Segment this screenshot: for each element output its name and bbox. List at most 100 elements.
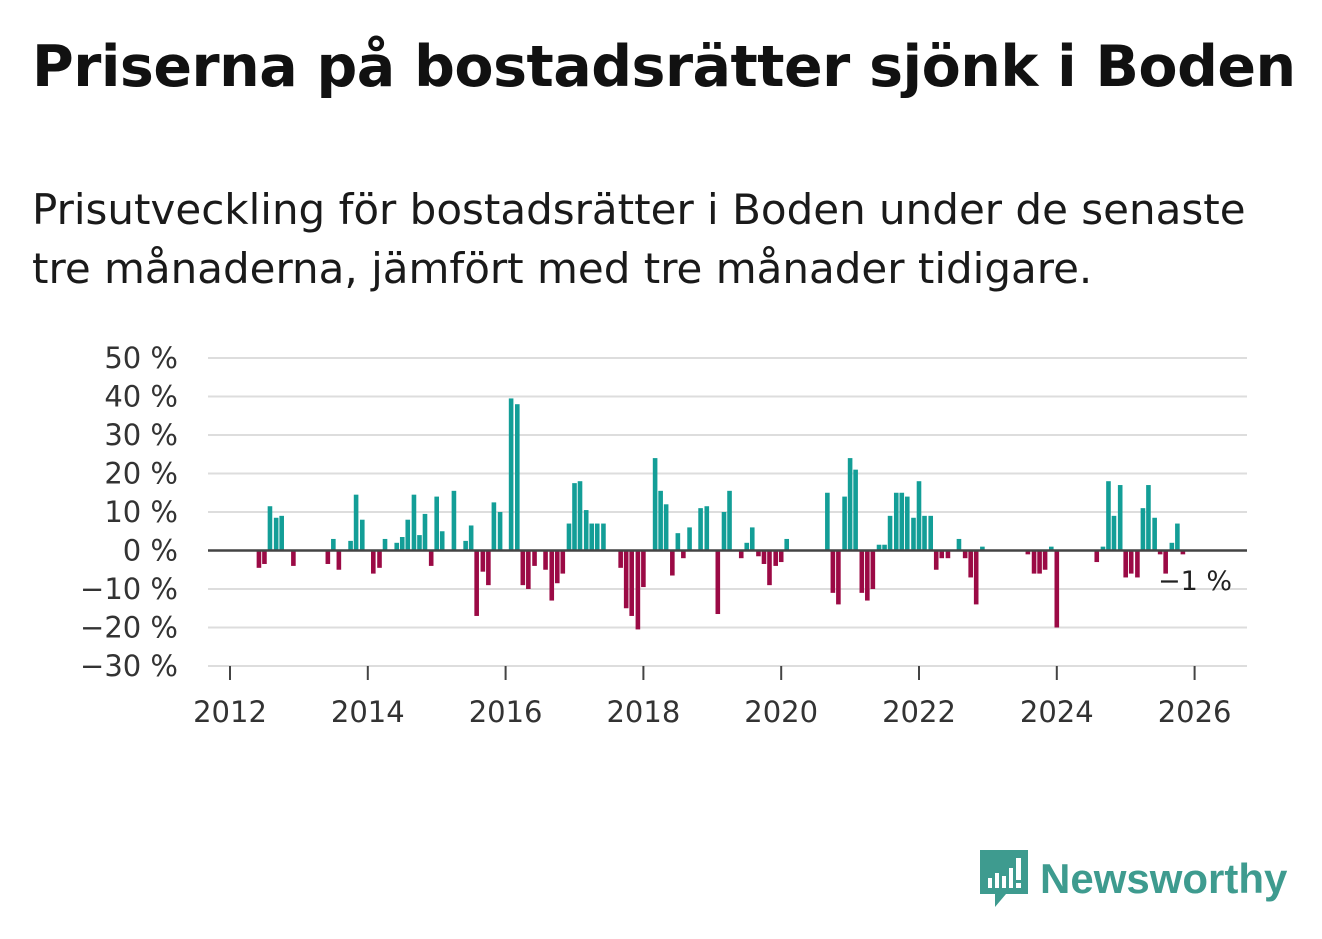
x-tick-label: 2018 [606, 695, 680, 729]
bar [744, 542, 750, 551]
y-tick-label: 40 % [104, 380, 178, 414]
x-axis-ticks: 2012 2014 2016 2018 2020 2022 2024 2026 [193, 666, 1232, 729]
bar [520, 550, 526, 586]
bar [767, 550, 772, 586]
bar [474, 550, 479, 616]
bar [405, 519, 411, 551]
bar [279, 515, 284, 551]
bar [1157, 550, 1163, 555]
bar [1111, 515, 1117, 551]
bar [1135, 550, 1140, 578]
bar [1054, 550, 1060, 628]
bar [417, 535, 422, 551]
bar [756, 550, 761, 557]
bar [331, 538, 336, 551]
bar [428, 550, 434, 566]
bar [371, 550, 376, 574]
bar [1180, 550, 1186, 555]
bar [916, 481, 922, 551]
bar [887, 515, 893, 551]
bar [439, 531, 445, 551]
bar [594, 523, 600, 551]
y-axis-labels: 50 % 40 % 30 % 20 % 10 % 0 % −10 % −20 % −30 % [80, 341, 178, 683]
bar [911, 517, 916, 551]
bar [532, 550, 537, 566]
bar [262, 550, 267, 564]
bar [778, 550, 784, 563]
bar [939, 550, 945, 559]
bar [658, 490, 663, 551]
bar [359, 519, 365, 551]
bar [904, 496, 910, 551]
bar [1100, 546, 1106, 551]
bar [399, 537, 405, 551]
bar [291, 550, 296, 566]
bar [1117, 485, 1123, 551]
bar [738, 550, 744, 559]
bar [463, 540, 468, 551]
x-tick-label: 2024 [1020, 695, 1094, 729]
bar [876, 544, 882, 551]
x-tick-label: 2020 [744, 695, 818, 729]
chart-title: Priserna på bostadsrätter sjönk i Boden [32, 34, 1296, 100]
bar [675, 533, 681, 551]
bar [382, 538, 388, 551]
bar [870, 550, 876, 589]
bar [486, 550, 491, 586]
bar [1123, 550, 1128, 578]
bar [865, 550, 870, 601]
bar [830, 550, 836, 593]
bar [1169, 542, 1175, 551]
bar [761, 550, 767, 564]
y-tick-label: −20 % [80, 611, 178, 645]
bar [336, 550, 342, 570]
bar [468, 525, 474, 551]
chart-subtitle: Prisutveckling för bostadsrätter i Boden… [32, 185, 1246, 293]
bar [715, 550, 721, 615]
y-tick-label: −30 % [80, 649, 178, 683]
bar [377, 550, 382, 568]
x-tick-label: 2026 [1158, 695, 1232, 729]
bar [962, 550, 968, 559]
x-tick-label: 2012 [193, 695, 267, 729]
bar [922, 515, 927, 551]
bar [842, 496, 847, 551]
y-tick-label: 30 % [104, 418, 178, 452]
bar [560, 550, 566, 574]
bar [1037, 550, 1042, 574]
bar [853, 469, 858, 551]
brand-name: Newsworthy [1040, 855, 1288, 902]
bar [773, 550, 778, 566]
bar [566, 523, 572, 551]
bar [698, 508, 703, 551]
bar [652, 458, 658, 551]
bar [480, 550, 486, 572]
x-tick-label: 2022 [882, 695, 956, 729]
bar [394, 542, 400, 551]
bar [451, 490, 457, 551]
y-tick-label: 20 % [104, 457, 178, 491]
bar [515, 404, 520, 551]
last-value-label: −1 % [1158, 566, 1232, 597]
bar [353, 494, 359, 551]
bar [589, 523, 595, 551]
bar [670, 550, 675, 576]
bar [721, 512, 727, 551]
bar-chart: 50 % 40 % 30 % 20 % 10 % 0 % −10 % −20 % −30 % 2… [80, 341, 1247, 729]
bar [1152, 517, 1157, 551]
bar [577, 481, 583, 551]
bar [543, 550, 548, 570]
bar [273, 517, 279, 551]
y-tick-label: 0 % [123, 534, 178, 568]
bar [882, 544, 887, 551]
bar [973, 550, 979, 605]
bar [618, 550, 623, 568]
bar [572, 483, 577, 551]
bar [526, 550, 531, 589]
bar [825, 492, 830, 551]
bar [1140, 508, 1146, 551]
bar [267, 506, 273, 551]
bar-series [256, 398, 1186, 630]
bar [601, 523, 606, 551]
bar [968, 550, 973, 578]
